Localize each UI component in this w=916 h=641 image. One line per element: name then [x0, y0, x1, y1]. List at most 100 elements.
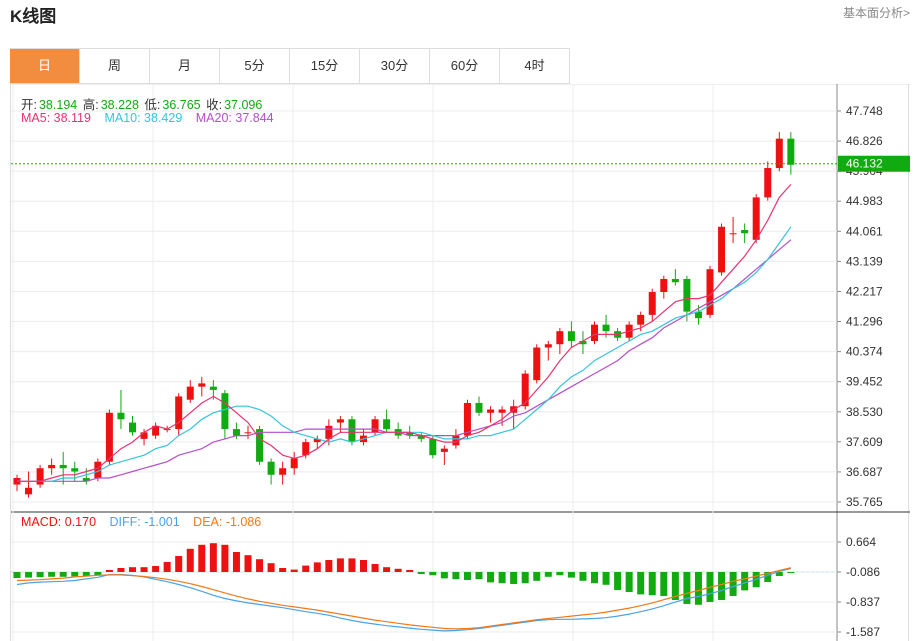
y-tick-label-1: 46.826 [846, 134, 883, 148]
macd-bar-8 [105, 569, 113, 572]
candle-body-54 [637, 314, 645, 325]
macd-bar-53 [625, 571, 633, 592]
candle-body-40 [475, 402, 483, 413]
candle-body-16 [198, 383, 206, 387]
candle-body-20 [244, 432, 252, 434]
y-tick-label-6: 42.217 [846, 284, 883, 298]
candle-body-34 [406, 432, 414, 436]
tab-5min[interactable]: 5分 [220, 49, 290, 83]
candle-body-21 [256, 429, 264, 462]
tab-day[interactable]: 日 [10, 49, 80, 83]
macd-bar-25 [302, 565, 310, 572]
tab-30min[interactable]: 30分 [360, 49, 430, 83]
candle-body-12 [152, 425, 160, 436]
macd-bar-50 [591, 571, 598, 584]
macd-info: MACD: 0.170 DIFF: -1.001 DEA: -1.086 [21, 515, 263, 529]
candle-body-46 [544, 344, 552, 348]
macd-bar-49 [579, 571, 587, 581]
dea-line [16, 567, 792, 630]
tab-60min[interactable]: 60分 [430, 49, 500, 83]
tab-4hour[interactable]: 4时 [500, 49, 570, 83]
kline-chart-svg[interactable]: 47.74846.82645.90444.98344.06143.13942.2… [11, 84, 910, 641]
y-tick-label-12: 36.687 [846, 465, 883, 479]
macd-bar-58 [683, 571, 691, 604]
y-tick-label-8: 40.374 [846, 345, 883, 359]
open-label: 开: [21, 98, 37, 112]
candle-body-35 [417, 435, 425, 439]
close-label: 收: [206, 98, 223, 112]
candle-body-26 [313, 438, 321, 443]
macd-bar-19 [232, 551, 240, 572]
candle-body-65 [764, 168, 772, 198]
candle-body-24 [290, 458, 298, 469]
candle-body-2 [36, 468, 44, 485]
macd-bar-33 [394, 568, 402, 572]
macd-bar-31 [371, 563, 379, 572]
macd-bar-2 [36, 571, 44, 578]
macd-bar-42 [498, 571, 506, 584]
macd-bar-27 [325, 559, 333, 572]
macd-bar-67 [787, 571, 795, 573]
candle-body-47 [556, 331, 564, 345]
macd-bar-5 [71, 571, 79, 577]
candle-body-5 [71, 468, 79, 472]
ma5-value: MA5: 38.119 [21, 111, 91, 125]
fundamental-analysis-link[interactable]: 基本面分析> [842, 6, 910, 20]
macd-bar-57 [671, 571, 679, 600]
macd-bar-9 [117, 567, 125, 572]
period-tabs: 日 周 月 5分 15分 30分 60分 4时 [10, 48, 570, 84]
macd-bar-28 [336, 558, 344, 572]
macd-bar-40 [475, 571, 483, 580]
macd-bar-51 [602, 571, 610, 585]
ma20-line [17, 239, 792, 482]
candle-body-38 [452, 435, 460, 446]
macd-bar-7 [94, 571, 102, 576]
macd-bar-6 [82, 571, 90, 576]
candle-body-51 [602, 324, 610, 332]
candle-body-62 [729, 233, 737, 235]
current-price-badge [838, 155, 910, 172]
candle-body-3 [48, 464, 56, 469]
ma10-value: MA10: 38.429 [104, 111, 183, 125]
candle-body-27 [325, 425, 333, 439]
macd-bar-45 [533, 571, 541, 581]
macd-bar-39 [463, 571, 471, 580]
candle-body-28 [336, 419, 344, 423]
macd-bar-18 [221, 544, 229, 572]
candle-body-60 [706, 269, 714, 315]
macd-bar-54 [637, 571, 645, 595]
macd-bar-21 [256, 559, 264, 572]
candle-body-36 [429, 438, 437, 456]
macd-bar-3 [48, 571, 56, 577]
candle-body-17 [209, 386, 217, 390]
macd-bar-63 [741, 571, 749, 591]
macd-bar-62 [729, 571, 737, 596]
dea-value: DEA: -1.086 [193, 515, 262, 529]
candle-body-4 [59, 464, 67, 469]
candle-body-32 [383, 419, 391, 430]
tab-week[interactable]: 周 [80, 49, 150, 83]
candle-body-19 [232, 429, 240, 436]
macd-bar-36 [429, 571, 437, 576]
candle-body-23 [279, 468, 287, 475]
macd-y-tick-label-0: 0.664 [846, 535, 876, 549]
candle-body-48 [567, 331, 575, 341]
tab-15min[interactable]: 15分 [290, 49, 360, 83]
y-tick-label-7: 41.296 [846, 315, 883, 329]
candle-body-7 [94, 461, 102, 479]
candle-body-50 [591, 324, 598, 341]
macd-bar-22 [267, 563, 275, 572]
macd-bar-11 [140, 567, 148, 572]
macd-bar-41 [487, 571, 495, 583]
macd-bar-12 [152, 565, 160, 572]
macd-y-tick-label-1: -0.086 [846, 565, 880, 579]
macd-bar-44 [521, 571, 529, 584]
close-value: 37.096 [224, 98, 263, 112]
macd-bar-16 [198, 544, 206, 572]
macd-bar-13 [163, 561, 171, 572]
candle-body-14 [175, 396, 183, 430]
macd-bar-37 [440, 571, 448, 579]
candle-body-39 [463, 402, 471, 436]
high-value: 38.228 [100, 98, 139, 112]
tab-month[interactable]: 月 [150, 49, 220, 83]
